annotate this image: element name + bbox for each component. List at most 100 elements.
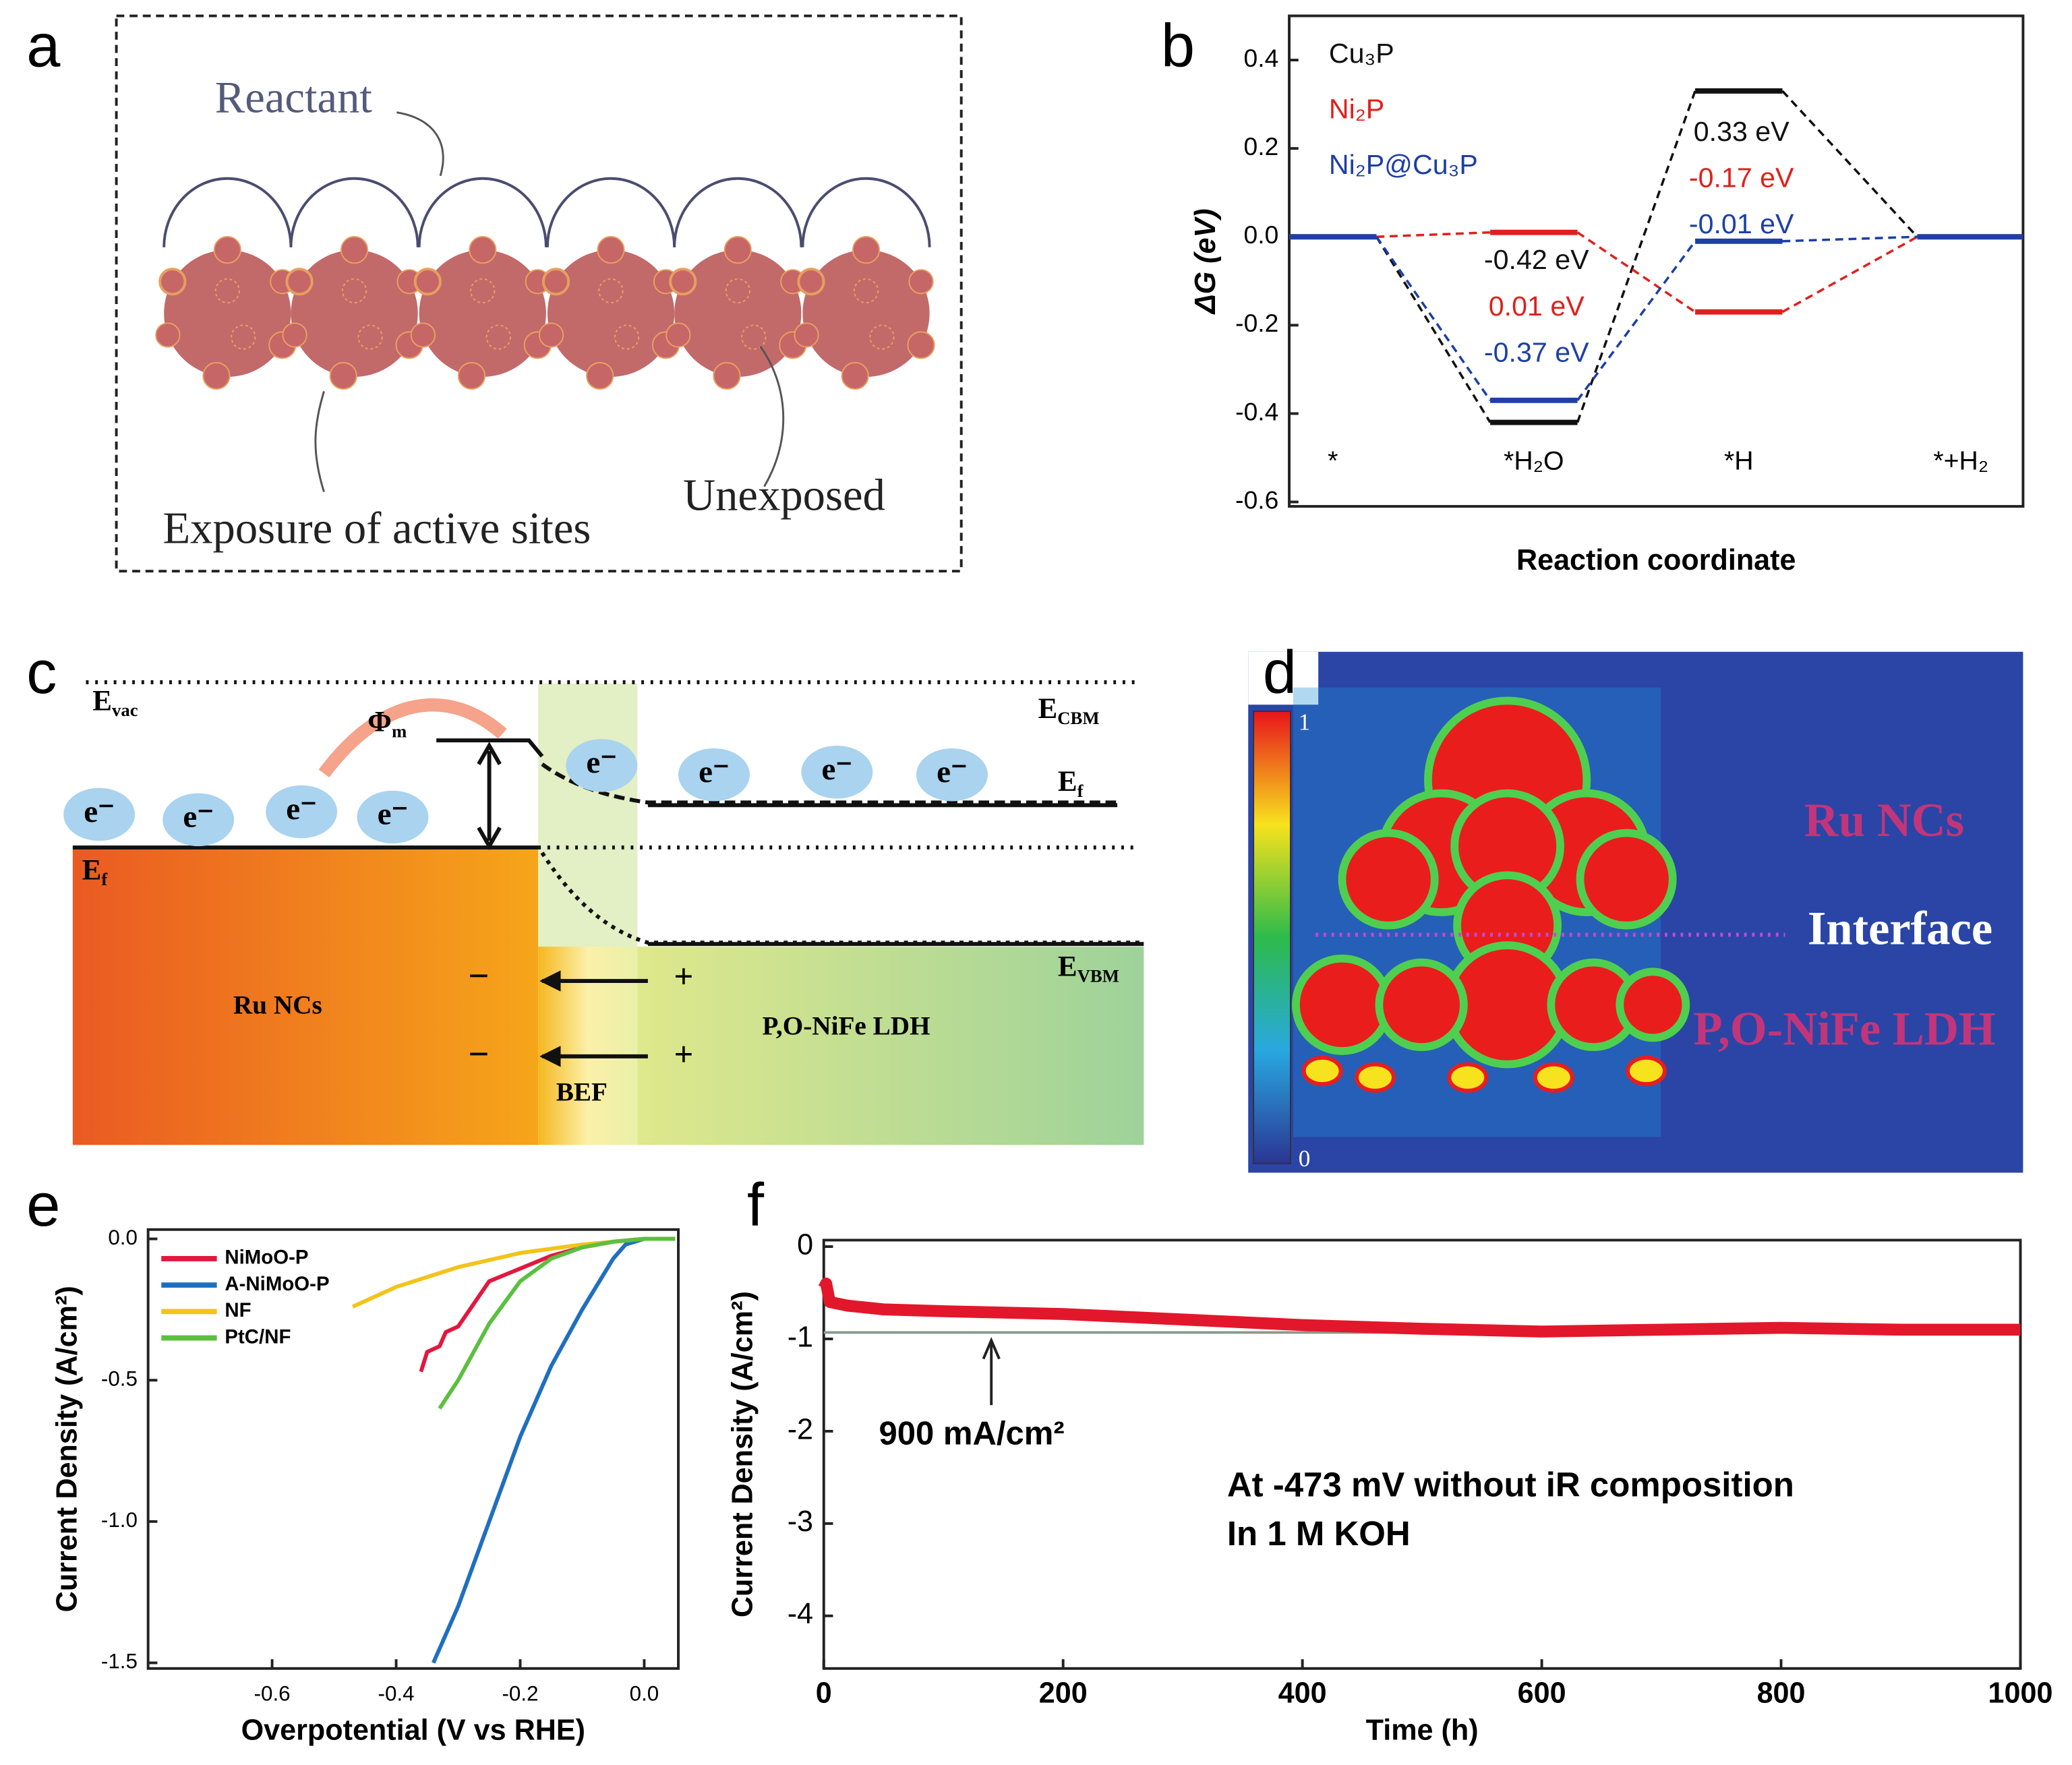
particle [419,249,546,377]
x-tick-label: -0.2 [502,1681,538,1705]
site [841,361,869,390]
site [665,322,691,348]
site [538,322,564,348]
bending-zone [538,683,638,947]
particle [802,249,930,377]
density-blob [1375,958,1468,1052]
label: BEF [556,1078,608,1107]
hidden-site [341,278,367,304]
value-label: -0.17 eV [1689,162,1794,193]
density-spot [1447,1062,1489,1093]
connector [1782,235,1918,243]
hidden-site [214,278,240,304]
density-blob [1291,954,1393,1055]
panel-label: c [26,638,57,707]
x-tick-label: 800 [1757,1677,1806,1709]
annotation: At -473 mV without iR composition [1227,1466,1794,1504]
value-label: 0.33 eV [1694,116,1789,147]
charge: + [674,1036,693,1074]
y-tick-label: -4 [788,1598,813,1630]
arrowheads [539,970,561,1067]
label: Ru NCs [233,990,322,1019]
y-tick-label: -1.5 [101,1650,138,1673]
y-tick-label: -0.6 [1235,485,1278,514]
particle [547,249,675,377]
site [287,269,312,295]
reactant-arc [417,177,547,247]
main: E [1058,951,1077,982]
reactant-arc [673,177,803,247]
x-axis-label: Time (h) [1366,1714,1479,1746]
category-label: *+H₂ [1933,446,1988,476]
site [410,322,436,348]
value-label: -0.42 eV [1484,244,1589,275]
annotation: In 1 M KOH [1227,1514,1411,1553]
level-label: Ef [1058,766,1084,801]
y-tick-label: 0.0 [108,1226,138,1249]
density-blob [1616,967,1690,1042]
colorbar-label: 1 [1299,709,1311,736]
notch [1248,651,1319,705]
hidden-site [598,278,624,304]
main: Φ [367,707,392,738]
site [670,269,696,295]
electron-label: e⁻ [183,800,214,835]
density-spot [1533,1062,1574,1093]
y-tick-label: -3 [788,1505,813,1538]
work-function-level [436,738,544,758]
particles [155,177,935,390]
ldh-block [637,947,1144,1145]
electron-label: e⁻ [286,791,317,827]
y-tick-label: 0.4 [1244,44,1279,72]
site [202,361,231,390]
particle [291,249,418,377]
level-label: Φm [367,707,407,742]
particle [674,249,802,377]
x-tick-label: -0.4 [378,1681,415,1705]
y-tick-label: -0.5 [101,1367,138,1391]
legend-label: Ni₂P [1329,94,1384,125]
level-label: EVBM [1058,951,1119,986]
category-label: *H [1724,446,1754,476]
arrow [314,391,325,492]
legend-label: A-NiMoO-P [225,1273,329,1295]
ru-block [72,847,539,1145]
reactant-arc [801,177,931,247]
site [340,236,369,264]
y-tick-label: -2 [788,1413,813,1445]
site [543,269,569,295]
x-tick-label: -0.6 [254,1681,291,1705]
legend-label: NiMoO-P [225,1247,308,1269]
y-axis-label: Current Density (A/cm²) [726,1291,759,1617]
electron-label: e⁻ [378,797,409,832]
panel-label: a [26,11,61,80]
label: P,O-NiFe LDH [1694,1003,1996,1056]
reactant-arc [162,177,293,247]
sub: CBM [1057,708,1099,728]
site [852,236,881,264]
particle [164,249,291,377]
arrowhead [982,1337,1001,1360]
site [586,361,614,390]
density-blob [1576,829,1677,930]
x-tick-label: 600 [1518,1677,1566,1709]
density-blob [1338,829,1439,930]
hidden-site [853,278,879,304]
electron-label: e⁻ [937,754,968,789]
y-tick-label: 0.0 [1244,220,1279,249]
hidden-site [470,278,496,304]
site [907,331,935,359]
y-axis-label: Current Density (A/cm²) [51,1286,83,1612]
plot-frame [146,1228,680,1670]
panel-label: d [1263,638,1297,707]
plot-frame [822,1238,2022,1670]
sub: vac [112,700,138,720]
series-line [432,1236,676,1664]
arrow [759,345,785,487]
site [329,361,357,390]
level-label: Ef [82,854,109,889]
label: P,O-NiFe LDH [763,1012,930,1041]
emission-arrow [318,698,507,778]
sub: f [1077,781,1084,801]
